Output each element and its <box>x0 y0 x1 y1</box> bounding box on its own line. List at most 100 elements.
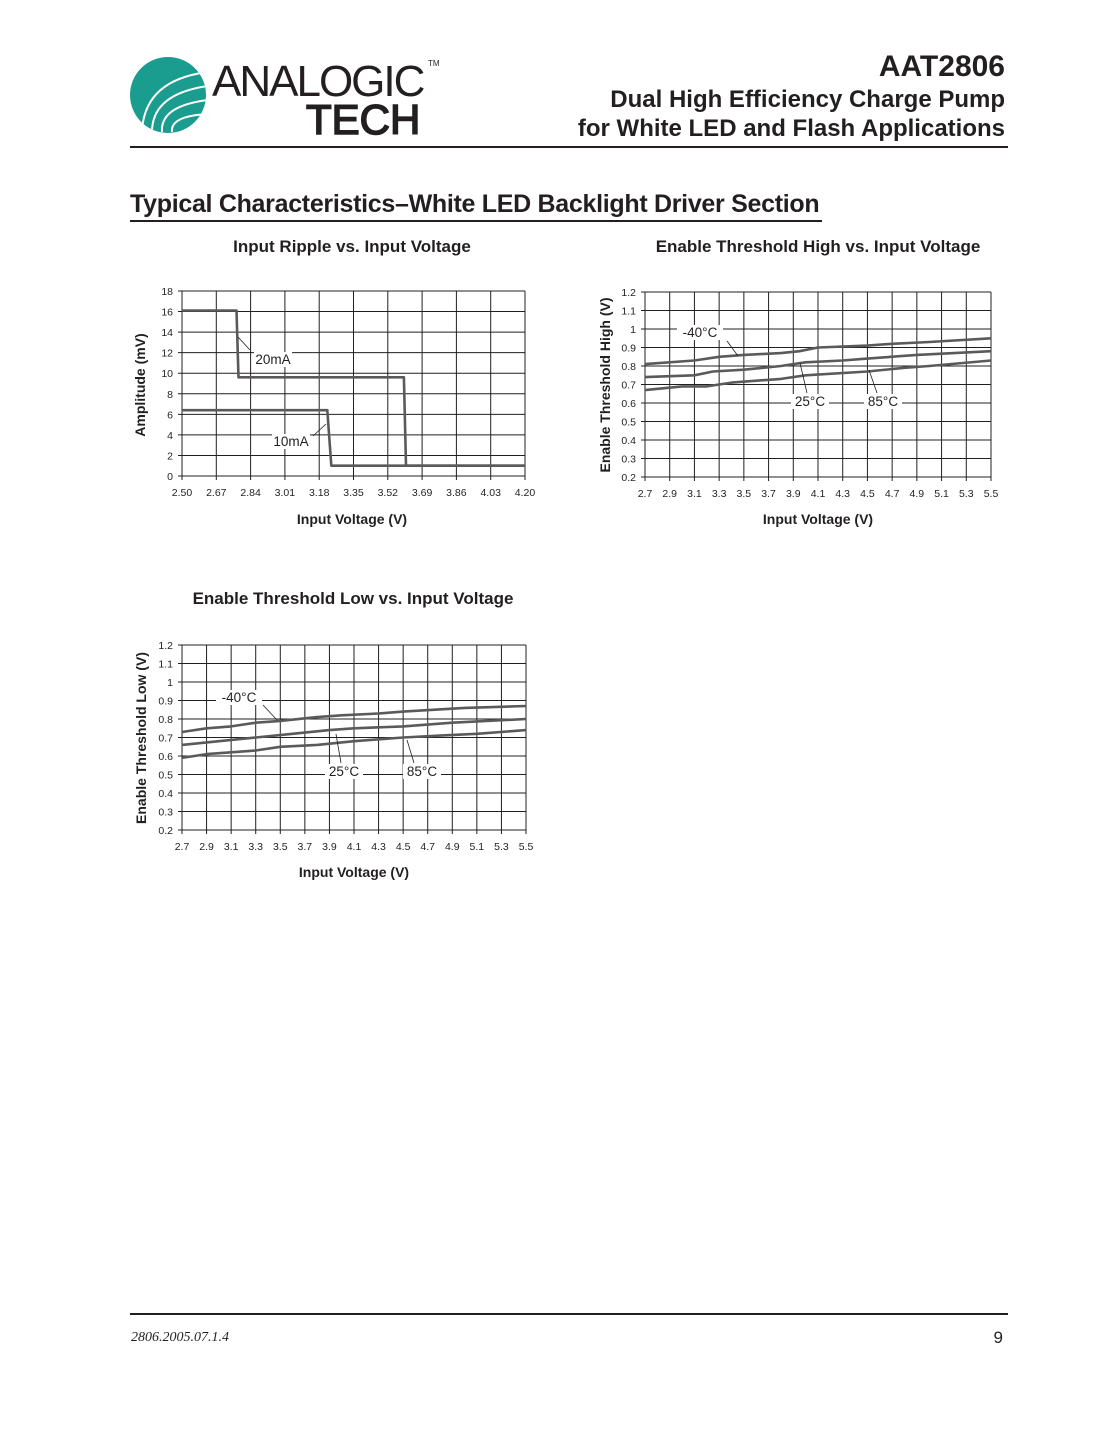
x-tick-label: 5.5 <box>519 841 534 853</box>
chart-1-xlabel: Input Voltage (V) <box>296 511 408 527</box>
x-tick-label: 3.7 <box>761 488 776 500</box>
x-tick-label: 4.03 <box>480 487 501 499</box>
y-tick-label: 0.7 <box>158 733 173 745</box>
y-tick-label: 1.2 <box>158 640 173 652</box>
chart-2-title: Enable Threshold High vs. Input Voltage <box>655 237 981 256</box>
series-label: 25°C <box>329 764 359 779</box>
x-tick-label: 4.9 <box>445 841 460 853</box>
annotation-background <box>216 690 262 705</box>
series-label: 85°C <box>868 394 898 409</box>
y-tick-label: 0.9 <box>158 696 173 708</box>
x-tick-label: 5.3 <box>494 841 509 853</box>
x-tick-label: 3.3 <box>712 488 727 500</box>
page-number: 9 <box>993 1328 1003 1347</box>
y-tick-label: 0.3 <box>621 454 636 466</box>
y-tick-label: 1 <box>630 324 636 336</box>
x-tick-label: 3.9 <box>786 488 801 500</box>
series-line-2 <box>182 408 525 468</box>
x-tick-label: 3.52 <box>378 487 399 499</box>
chart-1-title: Input Ripple vs. Input Voltage <box>233 237 471 256</box>
x-tick-label: 4.3 <box>371 841 386 853</box>
annotation-leader <box>262 704 278 721</box>
x-tick-label: 5.5 <box>984 488 999 500</box>
x-tick-label: 2.9 <box>199 841 214 853</box>
x-tick-label: 2.67 <box>206 487 227 499</box>
series-line-1 <box>181 704 527 734</box>
x-tick-label: 4.7 <box>420 841 435 853</box>
x-tick-label: 2.9 <box>662 488 677 500</box>
x-tick-label: 4.20 <box>515 487 536 499</box>
y-tick-label: 0.4 <box>158 788 173 800</box>
x-tick-label: 2.50 <box>172 487 193 499</box>
annotation-background <box>403 764 441 779</box>
x-tick-label: 4.5 <box>860 488 875 500</box>
x-tick-label: 4.1 <box>811 488 826 500</box>
section-title-underline <box>130 220 822 222</box>
annotation-background <box>791 394 829 409</box>
x-tick-label: 3.1 <box>224 841 239 853</box>
x-tick-label: 2.7 <box>638 488 653 500</box>
x-tick-label: 3.86 <box>446 487 467 499</box>
annotation-background <box>254 352 292 367</box>
series-line-3 <box>644 359 992 392</box>
y-tick-label: 0.2 <box>621 472 636 484</box>
y-tick-label: 0 <box>167 471 173 483</box>
y-tick-label: 4 <box>167 430 173 442</box>
subtitle-line-2: for White LED and Flash Applications <box>577 115 1005 142</box>
y-tick-label: 10 <box>161 368 173 380</box>
x-tick-label: 3.7 <box>298 841 313 853</box>
y-tick-label: 1.2 <box>621 287 636 299</box>
chart-2-xlabel: Input Voltage (V) <box>762 511 874 527</box>
svg-text:TM: TM <box>428 59 440 68</box>
chart-3-xlabel: Input Voltage (V) <box>298 864 410 880</box>
y-tick-label: 0.6 <box>158 751 173 763</box>
x-tick-label: 3.5 <box>273 841 288 853</box>
annotation-background <box>864 394 902 409</box>
series-label: -40°C <box>222 690 257 705</box>
y-tick-label: 8 <box>167 389 173 401</box>
series-line-2 <box>181 717 527 747</box>
y-tick-label: 0.5 <box>158 770 173 782</box>
x-tick-label: 4.3 <box>835 488 850 500</box>
y-tick-label: 0.9 <box>621 343 636 355</box>
y-tick-label: 12 <box>161 348 173 360</box>
chart-2: 2.7 2.9 3.1 3.3 3.5 3.7 3.9 4.1 4.3 4.5 4.7 4.9 5.1 5… <box>621 287 998 500</box>
series-label: 20mA <box>255 352 290 367</box>
y-tick-label: 0.3 <box>158 807 173 819</box>
annotation-leader <box>335 733 342 764</box>
series-label: -40°C <box>683 325 718 340</box>
x-tick-label: 3.01 <box>275 487 296 499</box>
x-tick-label: 3.35 <box>343 487 364 499</box>
annotation-leader <box>406 739 415 764</box>
y-tick-label: 0.8 <box>158 714 173 726</box>
x-tick-label: 3.69 <box>412 487 433 499</box>
y-tick-label: 0.7 <box>621 380 636 392</box>
y-tick-label: 0.8 <box>621 361 636 373</box>
x-tick-label: 5.1 <box>470 841 485 853</box>
y-tick-label: 18 <box>161 286 173 298</box>
x-tick-label: 3.5 <box>737 488 752 500</box>
series-label: 85°C <box>407 764 437 779</box>
y-tick-label: 2 <box>167 450 173 462</box>
x-tick-label: 5.1 <box>934 488 949 500</box>
y-tick-label: 6 <box>167 409 173 421</box>
x-tick-label: 4.9 <box>910 488 925 500</box>
x-tick-label: 3.1 <box>687 488 702 500</box>
y-tick-label: 1.1 <box>621 306 636 318</box>
annotation-leader <box>312 423 327 437</box>
y-tick-label: 0.6 <box>621 398 636 410</box>
series-line-2 <box>644 349 992 379</box>
chart-1: 2.50 2.67 2.84 3.01 3.18 3.35 3.52 3.69 3.86 4.03… <box>161 286 535 499</box>
document-code: 2806.2005.07.1.4 <box>131 1330 229 1345</box>
subtitle-line-1: Dual High Efficiency Charge Pump <box>610 86 1005 113</box>
annotation-leader <box>868 369 878 394</box>
svg-text:ANALOGIC: ANALOGIC <box>212 57 425 106</box>
y-tick-label: 0.5 <box>621 417 636 429</box>
y-tick-label: 16 <box>161 307 173 319</box>
annotation-background <box>272 434 310 449</box>
annotation-leader <box>237 336 251 351</box>
chart-3: 2.7 2.9 3.1 3.3 3.5 3.7 3.9 4.1 4.3 4.5 4.7 4.9 5.1 5… <box>158 640 533 853</box>
y-tick-label: 14 <box>161 327 173 339</box>
annotation-leader <box>726 340 739 357</box>
